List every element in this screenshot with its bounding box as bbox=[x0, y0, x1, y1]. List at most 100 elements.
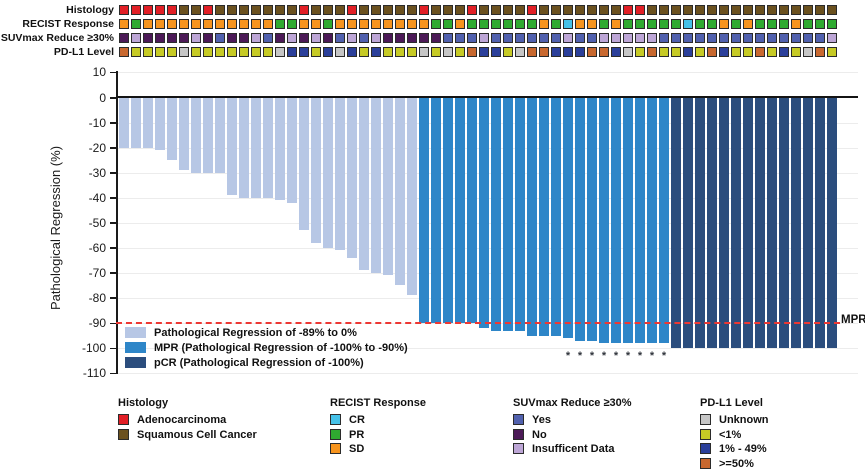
annotation-cell bbox=[683, 33, 693, 43]
annotation-cell bbox=[623, 47, 633, 57]
annotation-cell bbox=[647, 5, 657, 15]
legend-swatch bbox=[118, 428, 129, 440]
legend-swatch bbox=[118, 414, 129, 425]
annotation-cell bbox=[515, 47, 525, 57]
annotation-cell bbox=[779, 19, 789, 29]
annotation-cell bbox=[227, 19, 237, 29]
annotation-cell bbox=[119, 5, 129, 15]
annotation-cell bbox=[551, 5, 561, 15]
legend-item: <1% bbox=[700, 428, 763, 443]
legend-swatch bbox=[513, 443, 524, 454]
annotation-cell bbox=[335, 47, 345, 57]
mpr-reference-line bbox=[116, 322, 840, 325]
annotation-cell bbox=[743, 47, 753, 57]
annotation-cell bbox=[707, 33, 717, 43]
annotation-cell bbox=[275, 5, 285, 15]
annotation-cell bbox=[131, 19, 141, 29]
annotation-cell bbox=[671, 19, 681, 29]
gridline bbox=[116, 348, 858, 350]
annotation-cell bbox=[755, 5, 765, 15]
annotation-cell bbox=[347, 19, 357, 29]
annotation-cell bbox=[563, 33, 573, 43]
annotation-cell bbox=[611, 47, 621, 57]
plot-legend-swatch bbox=[125, 342, 146, 353]
significance-asterisk: * bbox=[613, 350, 619, 362]
annotation-cell bbox=[707, 5, 717, 15]
annotation-cell bbox=[371, 5, 381, 15]
legend-item: Yes bbox=[513, 413, 632, 428]
bar bbox=[599, 97, 609, 344]
legend-item: >=50% bbox=[700, 457, 763, 472]
legend-item: No bbox=[513, 428, 632, 443]
annotation-cell bbox=[659, 19, 669, 29]
annotation-cell bbox=[503, 47, 513, 57]
bar bbox=[143, 97, 153, 148]
annotation-row-label: PD-L1 Level bbox=[53, 46, 114, 58]
annotation-cell bbox=[335, 19, 345, 29]
annotation-cell bbox=[395, 5, 405, 15]
annotation-cell bbox=[155, 47, 165, 57]
annotation-cell bbox=[155, 5, 165, 15]
annotation-cell bbox=[239, 47, 249, 57]
annotation-cell bbox=[179, 33, 189, 43]
bar bbox=[227, 97, 237, 196]
annotation-cell bbox=[431, 19, 441, 29]
legend-swatch bbox=[330, 428, 341, 440]
annotation-cell bbox=[659, 5, 669, 15]
bar bbox=[611, 97, 621, 344]
annotation-cell bbox=[215, 19, 225, 29]
y-tick-label: 10 bbox=[92, 65, 106, 80]
annotation-cell bbox=[515, 33, 525, 43]
annotation-cell bbox=[635, 19, 645, 29]
annotation-cell bbox=[647, 47, 657, 57]
legend-swatch bbox=[700, 414, 711, 425]
significance-asterisk: * bbox=[565, 350, 571, 362]
annotation-cell bbox=[263, 33, 273, 43]
y-tick-label: -10 bbox=[88, 115, 106, 130]
bar bbox=[539, 97, 549, 336]
annotation-cell bbox=[683, 5, 693, 15]
bar bbox=[119, 97, 129, 148]
annotation-cell bbox=[347, 47, 357, 57]
annotation-cell bbox=[767, 5, 777, 15]
y-tick-mark bbox=[110, 297, 116, 299]
annotation-cell bbox=[815, 5, 825, 15]
annotation-cell bbox=[587, 19, 597, 29]
annotation-cell bbox=[143, 5, 153, 15]
bar bbox=[563, 97, 573, 339]
annotation-cell bbox=[287, 19, 297, 29]
annotation-cell bbox=[683, 19, 693, 29]
annotation-cell bbox=[707, 47, 717, 57]
annotation-cell bbox=[179, 5, 189, 15]
y-tick-label: -20 bbox=[88, 140, 106, 155]
bar bbox=[731, 97, 741, 349]
y-tick-label: -100 bbox=[81, 341, 106, 356]
bar bbox=[191, 97, 201, 173]
legend-group: SUVmax Reduce ≥30% Yes No Insufficent Data bbox=[513, 397, 632, 457]
annotation-cell bbox=[479, 33, 489, 43]
plot-legend-label: Pathological Regression of -89% to 0% bbox=[154, 327, 357, 339]
bar bbox=[815, 97, 825, 349]
annotation-cell bbox=[611, 5, 621, 15]
annotation-cell bbox=[383, 47, 393, 57]
annotation-cell bbox=[503, 5, 513, 15]
gridline bbox=[116, 373, 858, 375]
annotation-cell bbox=[311, 5, 321, 15]
bar bbox=[467, 97, 477, 324]
legend-item: Squamous Cell Cancer bbox=[118, 428, 257, 443]
annotation-cell bbox=[191, 5, 201, 15]
y-tick-label: -50 bbox=[88, 215, 106, 230]
bar bbox=[767, 97, 777, 349]
annotation-cell bbox=[755, 33, 765, 43]
annotation-cell bbox=[455, 19, 465, 29]
bar bbox=[635, 97, 645, 344]
plot-legend-swatch bbox=[125, 357, 146, 368]
annotation-cell bbox=[419, 33, 429, 43]
bar bbox=[395, 97, 405, 286]
annotation-cell bbox=[323, 19, 333, 29]
annotation-cell bbox=[623, 33, 633, 43]
legend-item-label: >=50% bbox=[719, 457, 754, 470]
bar bbox=[215, 97, 225, 173]
legend-item: Unknown bbox=[700, 413, 769, 428]
annotation-cell bbox=[239, 19, 249, 29]
